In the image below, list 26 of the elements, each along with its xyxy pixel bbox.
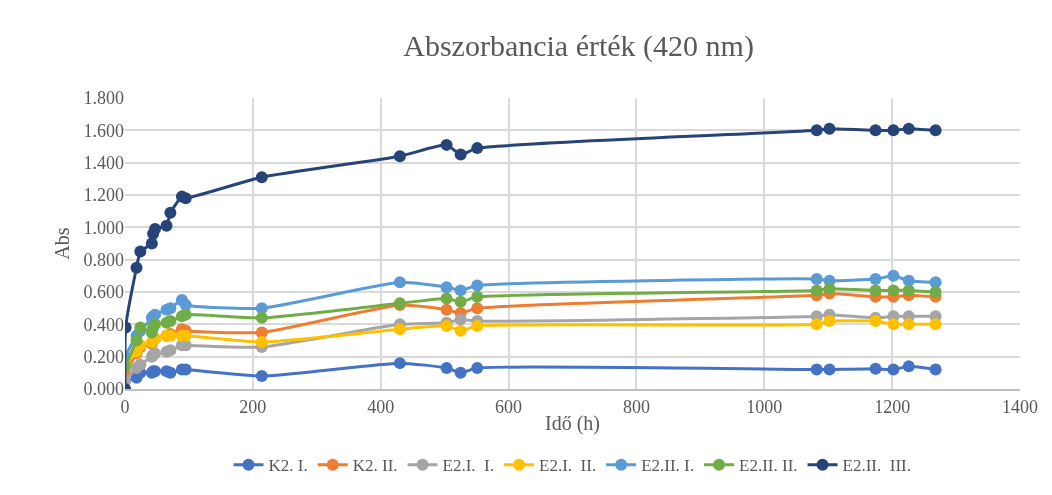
x-tick-label: 1400 [1002, 396, 1038, 417]
y-tick-label: 0.800 [83, 249, 124, 270]
y-tick-label: 0.400 [83, 314, 124, 335]
y-tick-label: 1.800 [83, 88, 124, 109]
y-axis-title: Abs [51, 227, 73, 260]
y-tick-label: 0.600 [83, 282, 124, 303]
legend-label: E2.II. I. [641, 456, 695, 476]
legend-label: E2.II. III. [842, 456, 912, 476]
legend-label: K2. II. [352, 456, 398, 476]
x-tick-label: 1000 [746, 396, 783, 417]
x-tick-label: 200 [239, 396, 267, 417]
legend-label: K2. I. [268, 456, 308, 476]
y-tick-label: 1.400 [83, 152, 124, 173]
x-tick-label: 400 [367, 396, 395, 417]
y-tick-label: 1.200 [83, 185, 124, 206]
y-tick-label: 0.200 [83, 346, 124, 367]
x-tick-label: 600 [495, 396, 523, 417]
chart-title: Abszorbancia érték (420 nm) [403, 28, 754, 63]
x-axis-title: Idő (h) [545, 411, 600, 435]
legend-label: E2.II. II. [739, 456, 798, 476]
legend-label: E2.I. II. [539, 456, 597, 476]
y-tick-label: 1.600 [83, 120, 124, 141]
x-tick-label: 800 [622, 396, 650, 417]
legend-label: E2.I. I. [442, 456, 495, 476]
x-tick-label: 1200 [874, 396, 911, 417]
y-tick-label: 1.000 [83, 217, 124, 238]
